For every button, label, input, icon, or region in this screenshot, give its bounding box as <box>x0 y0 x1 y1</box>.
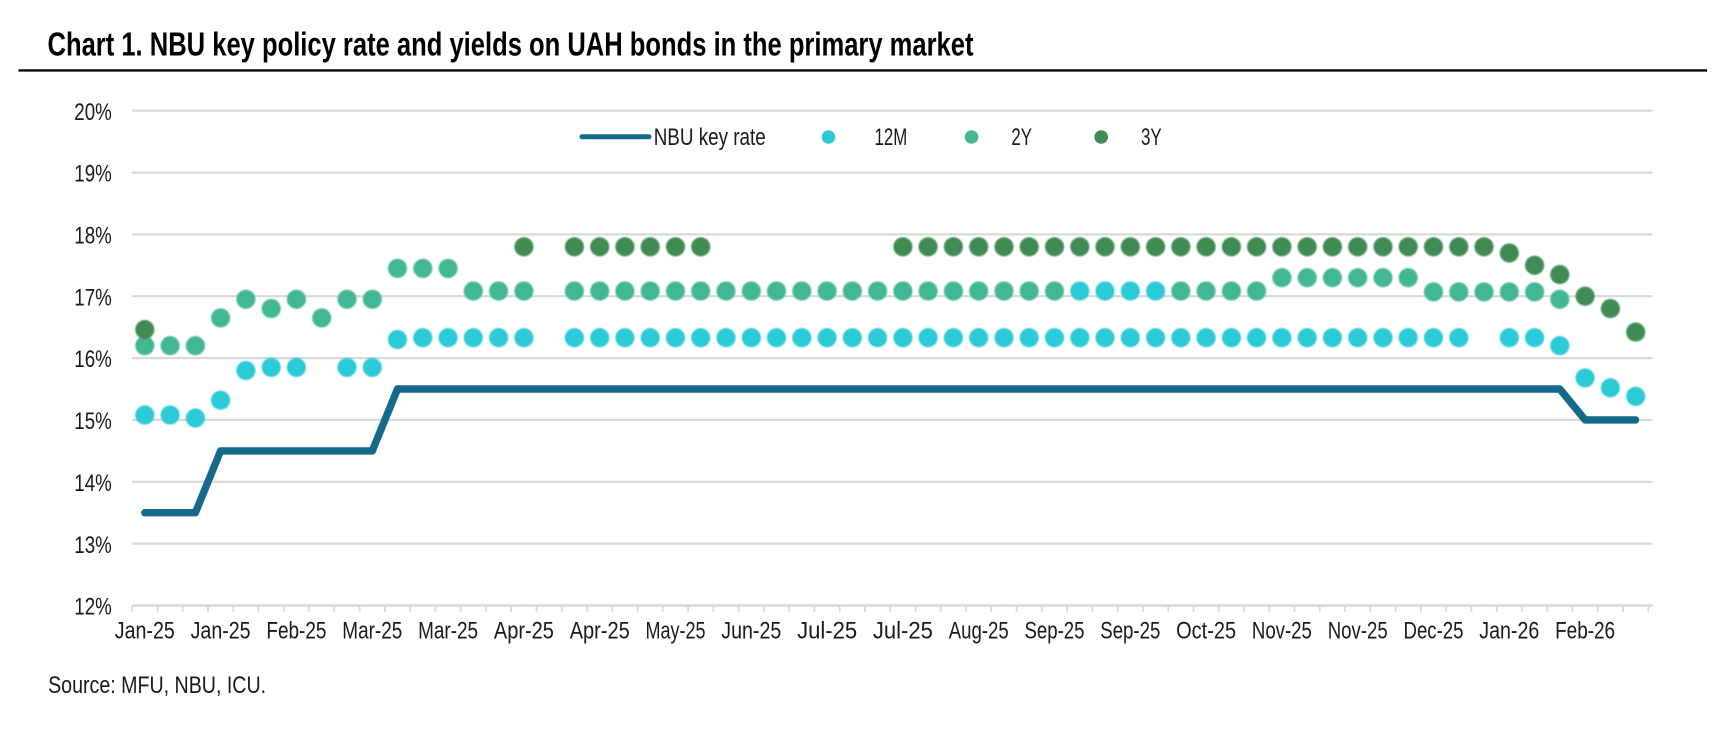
svg-text:Nov-25: Nov-25 <box>1252 617 1312 644</box>
svg-text:Dec-25: Dec-25 <box>1404 617 1464 644</box>
svg-text:Aug-25: Aug-25 <box>949 617 1009 644</box>
svg-text:15%: 15% <box>74 408 112 435</box>
svg-text:Nov-25: Nov-25 <box>1328 617 1388 644</box>
svg-text:Jun-25: Jun-25 <box>721 617 781 644</box>
svg-text:Sep-25: Sep-25 <box>1025 617 1085 644</box>
svg-text:16%: 16% <box>74 346 112 373</box>
svg-text:12%: 12% <box>74 594 112 621</box>
svg-text:Sep-25: Sep-25 <box>1100 617 1160 644</box>
svg-text:17%: 17% <box>74 284 112 311</box>
svg-text:Mar-25: Mar-25 <box>342 617 402 644</box>
svg-text:20%: 20% <box>74 99 112 126</box>
svg-text:Jul-25: Jul-25 <box>873 617 933 644</box>
svg-text:Jul-25: Jul-25 <box>797 617 857 644</box>
svg-text:19%: 19% <box>74 161 112 188</box>
svg-text:Mar-25: Mar-25 <box>418 617 478 644</box>
svg-text:NBU key rate: NBU key rate <box>654 124 766 151</box>
svg-text:Jan-25: Jan-25 <box>191 617 251 644</box>
svg-text:Chart 1. NBU key policy rate a: Chart 1. NBU key policy rate and yields … <box>48 26 974 63</box>
svg-text:May-25: May-25 <box>646 617 706 644</box>
svg-text:13%: 13% <box>74 532 112 559</box>
svg-text:3Y: 3Y <box>1141 124 1162 151</box>
svg-text:Source: MFU, NBU, ICU.: Source: MFU, NBU, ICU. <box>48 672 266 699</box>
svg-text:12M: 12M <box>875 124 908 151</box>
svg-text:14%: 14% <box>74 470 112 497</box>
svg-text:Jan-26: Jan-26 <box>1479 617 1539 644</box>
svg-text:Feb-25: Feb-25 <box>266 617 326 644</box>
svg-text:Apr-25: Apr-25 <box>494 617 554 644</box>
svg-text:Apr-25: Apr-25 <box>570 617 630 644</box>
svg-text:Oct-25: Oct-25 <box>1176 617 1236 644</box>
svg-text:Jan-25: Jan-25 <box>115 617 175 644</box>
svg-text:Feb-26: Feb-26 <box>1555 617 1615 644</box>
svg-text:18%: 18% <box>74 223 112 250</box>
svg-text:2Y: 2Y <box>1011 124 1032 151</box>
